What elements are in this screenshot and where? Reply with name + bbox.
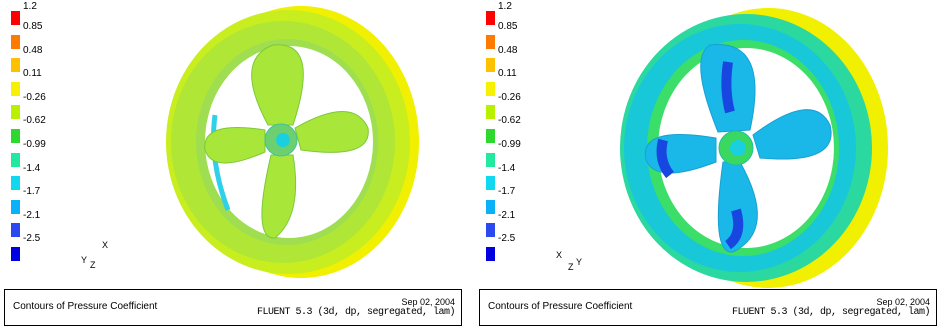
axis-label-a: X xyxy=(556,250,563,260)
colorbar-swatch xyxy=(486,128,495,143)
caption-title: Contours of Pressure Coefficient xyxy=(488,301,633,312)
propeller-render-right xyxy=(620,8,888,288)
colorbar-swatch xyxy=(486,223,495,238)
colorbar-swatch xyxy=(11,81,20,96)
colorbar-tick-label: 0.48 xyxy=(23,44,43,56)
blade-right xyxy=(294,111,369,153)
contour-panel-left: 1.2 0.85 0.48 0.11 -0.26 -0.62 -0.99 -1.4 -1.7 -… xyxy=(3,0,471,334)
colorbar-level: -0.99 xyxy=(486,125,526,150)
colorbar-tick-label: -2.5 xyxy=(498,233,516,245)
caption-date: Sep 02, 2004 xyxy=(401,297,455,307)
colorbar-tick-label: -0.62 xyxy=(23,115,46,127)
colorbar-tick-label: -2.5 xyxy=(23,233,41,245)
colorbar-swatch xyxy=(486,152,495,167)
colorbar-level: -2.5 xyxy=(486,219,526,245)
colorbar-swatch xyxy=(11,105,20,120)
caption-version: FLUENT 5.3 (3d, dp, segregated, lam) xyxy=(256,307,456,318)
colorbar-swatch xyxy=(11,58,20,73)
colorbar-swatch xyxy=(11,128,20,143)
caption-title: Contours of Pressure Coefficient xyxy=(13,301,158,312)
colorbar-tick-label: 0.85 xyxy=(23,21,43,32)
colorbar-level: -2.1 xyxy=(486,196,526,221)
hub-center xyxy=(276,133,290,147)
hub-center xyxy=(730,140,746,156)
colorbar-tick-label: 0.11 xyxy=(498,68,517,80)
colorbar-swatch xyxy=(486,105,495,120)
colorbar-tick-label: 0.85 xyxy=(498,21,518,32)
colorbar-tick-label: -0.62 xyxy=(498,115,521,127)
colorbar-level: -1.4 xyxy=(11,149,51,174)
colorbar-tick-label: -0.26 xyxy=(498,91,521,103)
colorbar-levels: 0.85 0.48 0.11 -0.26 -0.62 -0.99 -1.4 -1.7 -2.1 -… xyxy=(11,7,51,267)
colorbar-legend: 1.2 0.85 0.48 0.11 -0.26 -0.62 -0.99 -1.4 -1.7 -… xyxy=(486,1,526,267)
contour-panel-right: 1.2 0.85 0.48 0.11 -0.26 -0.62 -0.99 -1.4 -1.7 -… xyxy=(478,0,943,334)
colorbar-swatch xyxy=(11,246,20,261)
colorbar-tick-label: -0.26 xyxy=(23,91,46,103)
colorbar-swatch xyxy=(11,199,20,214)
colorbar-level: -0.99 xyxy=(11,125,51,150)
colorbar-swatch xyxy=(11,176,20,191)
blade-right xyxy=(752,109,832,160)
colorbar-level: -2.5 xyxy=(11,219,51,245)
colorbar-tick-label: 0.11 xyxy=(23,68,42,80)
colorbar-level: -0.26 xyxy=(11,78,51,103)
colorbar-legend: 1.2 0.85 0.48 0.11 -0.26 -0.62 -0.99 -1.4 -1.7 -… xyxy=(11,1,51,267)
colorbar-level: 0.11 xyxy=(486,54,526,80)
blade-top xyxy=(251,44,304,126)
colorbar-tick-label: -1.7 xyxy=(23,186,41,198)
caption-version: FLUENT 5.3 (3d, dp, segregated, lam) xyxy=(731,307,931,318)
colorbar-level: -2.1 xyxy=(11,196,51,221)
colorbar-swatch xyxy=(486,199,495,214)
colorbar-level: -0.26 xyxy=(486,78,526,103)
colorbar-tick-label: -1.4 xyxy=(23,162,41,174)
blade-bottom-core xyxy=(724,208,744,250)
blade-left-core xyxy=(656,138,675,179)
colorbar-level: -1.7 xyxy=(11,172,51,198)
caption-date: Sep 02, 2004 xyxy=(876,297,930,307)
colorbar-tick-label: -1.4 xyxy=(498,162,516,174)
axis-label-a: Y xyxy=(81,255,88,265)
colorbar-level xyxy=(486,243,526,267)
axis-label-c: Y xyxy=(576,257,583,267)
colorbar-level: -0.62 xyxy=(11,101,51,127)
colorbar-max-label: 1.2 xyxy=(23,1,37,12)
colorbar-level xyxy=(11,243,51,267)
colorbar-tick-label: -1.7 xyxy=(498,186,516,198)
colorbar-tick-label: -2.1 xyxy=(23,209,41,221)
colorbar-tick-label: -0.99 xyxy=(23,138,46,150)
blade-left xyxy=(204,127,266,164)
colorbar-swatch xyxy=(11,223,20,238)
axis-label-b: Z xyxy=(568,262,574,272)
axis-label-c: X xyxy=(102,240,109,250)
colorbar-level: 0.48 xyxy=(486,31,526,56)
colorbar-swatch xyxy=(486,34,495,49)
colorbar-swatch xyxy=(11,11,20,25)
colorbar-max-label: 1.2 xyxy=(498,1,512,12)
blade-bottom xyxy=(261,154,297,239)
colorbar-tick-label: -2.1 xyxy=(498,209,516,221)
colorbar-level: 0.85 xyxy=(486,7,526,32)
colorbar-level: 0.48 xyxy=(11,31,51,56)
colorbar-swatch xyxy=(11,34,20,49)
colorbar-swatch xyxy=(486,81,495,96)
colorbar-swatch xyxy=(486,58,495,73)
colorbar-swatch xyxy=(486,176,495,191)
axis-label-b: Z xyxy=(90,260,96,270)
caption-box: Contours of Pressure Coefficient Sep 02,… xyxy=(4,289,462,326)
blade-bottom xyxy=(717,161,758,253)
blade-top-core xyxy=(721,61,735,114)
colorbar-tick-label: -0.99 xyxy=(498,138,521,150)
colorbar-levels: 0.85 0.48 0.11 -0.26 -0.62 -0.99 -1.4 -1.7 -2.1 -… xyxy=(486,7,526,267)
colorbar-swatch xyxy=(486,246,495,261)
colorbar-swatch xyxy=(11,152,20,167)
colorbar-level: -0.62 xyxy=(486,101,526,127)
colorbar-tick-label: 0.48 xyxy=(498,44,518,56)
colorbar-level: -1.4 xyxy=(486,149,526,174)
colorbar-level: 0.85 xyxy=(11,7,51,32)
colorbar-level: 0.11 xyxy=(11,54,51,80)
propeller-render-left xyxy=(166,6,419,278)
colorbar-swatch xyxy=(486,11,495,25)
colorbar-level: -1.7 xyxy=(486,172,526,198)
caption-box: Contours of Pressure Coefficient Sep 02,… xyxy=(479,289,937,326)
